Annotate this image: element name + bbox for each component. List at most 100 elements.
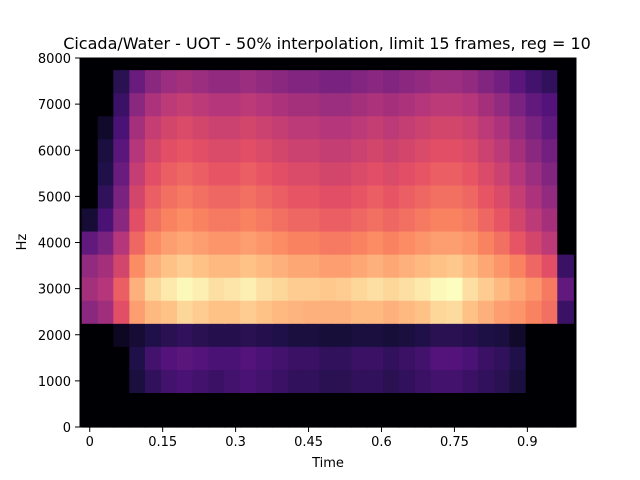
spectrogram-cell — [414, 254, 432, 278]
spectrogram-cell — [177, 300, 194, 324]
spectrogram-cell — [509, 184, 527, 209]
spectrogram-cell — [81, 415, 99, 428]
spectrogram-cell — [509, 161, 527, 186]
spectrogram-cell — [144, 115, 162, 140]
spectrogram-cell — [144, 58, 162, 71]
spectrogram-cell — [97, 323, 115, 347]
spectrogram-cell — [414, 138, 432, 163]
spectrogram-cell — [478, 230, 495, 255]
spectrogram-cell — [367, 346, 384, 370]
spectrogram-cell — [177, 69, 194, 94]
spectrogram-cell — [81, 161, 99, 186]
spectrogram-cell — [192, 58, 210, 71]
spectrogram-cell — [494, 415, 511, 428]
spectrogram-cell — [414, 369, 432, 394]
spectrogram-cell — [192, 369, 210, 394]
spectrogram-cell — [541, 161, 559, 186]
spectrogram-cell — [208, 254, 226, 278]
spectrogram-cell — [81, 369, 99, 394]
spectrogram-cell — [256, 323, 273, 347]
spectrogram-cell — [177, 92, 194, 117]
spectrogram-cell — [287, 392, 305, 417]
spectrogram-cell — [383, 277, 400, 301]
spectrogram-cell — [351, 207, 368, 232]
spectrogram-cell — [224, 184, 241, 209]
spectrogram-cell — [478, 323, 495, 347]
spectrogram-cell — [192, 184, 210, 209]
spectrogram-cell — [97, 161, 115, 186]
spectrogram-cell — [557, 115, 574, 140]
spectrogram-cell — [160, 300, 178, 324]
spectrogram-cell — [494, 369, 511, 394]
spectrogram-cell — [271, 92, 289, 117]
spectrogram-cell — [557, 69, 574, 94]
spectrogram-cell — [430, 300, 448, 324]
spectrogram-cell — [414, 207, 432, 232]
spectrogram-cell — [383, 184, 400, 209]
spectrogram-cell — [335, 207, 353, 232]
y-tick-label: 6000 — [38, 144, 71, 159]
spectrogram-cell — [383, 254, 400, 278]
spectrogram-cell — [446, 207, 464, 232]
spectrogram-cell — [335, 138, 353, 163]
spectrogram-cell — [224, 69, 241, 94]
spectrogram-cell — [414, 392, 432, 417]
spectrogram-cell — [525, 138, 543, 163]
spectrogram-cell — [144, 277, 162, 301]
spectrogram-cell — [224, 300, 241, 324]
spectrogram-cell — [398, 415, 416, 428]
spectrogram-cell — [494, 254, 511, 278]
spectrogram-cell — [256, 207, 273, 232]
spectrogram-cell — [557, 415, 574, 428]
spectrogram-cell — [192, 277, 210, 301]
spectrogram-cell — [192, 323, 210, 347]
spectrogram-cell — [208, 138, 226, 163]
spectrogram-cell — [367, 392, 384, 417]
spectrogram-cell — [446, 300, 464, 324]
x-tick-label: 0.3 — [225, 435, 246, 450]
spectrogram-cell — [541, 92, 559, 117]
spectrogram-cell — [398, 346, 416, 370]
spectrogram-cell — [335, 300, 353, 324]
spectrogram-cell — [192, 69, 210, 94]
spectrogram-cell — [97, 254, 115, 278]
spectrogram-cell — [557, 138, 574, 163]
spectrogram-cell — [240, 58, 257, 71]
spectrogram-cell — [383, 300, 400, 324]
spectrogram-cell — [160, 415, 178, 428]
spectrogram-cell — [462, 392, 480, 417]
spectrogram-cell — [541, 115, 559, 140]
spectrogram-cell — [287, 207, 305, 232]
spectrogram-cell — [160, 138, 178, 163]
spectrogram-cell — [208, 277, 226, 301]
spectrogram-cell — [494, 230, 511, 255]
spectrogram-cell — [430, 207, 448, 232]
spectrogram-cell — [478, 115, 495, 140]
spectrogram-cell — [351, 230, 368, 255]
y-tick-label: 2000 — [38, 329, 71, 344]
spectrogram-cell — [557, 184, 574, 209]
spectrogram-cell — [256, 69, 273, 94]
spectrogram-cell — [287, 277, 305, 301]
spectrogram-cell — [256, 161, 273, 186]
spectrogram-cell — [398, 277, 416, 301]
spectrogram-cell — [81, 230, 99, 255]
spectrogram-cell — [177, 323, 194, 347]
spectrogram-cell — [478, 277, 495, 301]
y-axis-label: Hz — [15, 234, 30, 251]
spectrogram-cell — [97, 369, 115, 394]
spectrogram-cell — [271, 115, 289, 140]
spectrogram-cell — [271, 184, 289, 209]
spectrogram-cell — [446, 92, 464, 117]
spectrogram-cell — [525, 184, 543, 209]
spectrogram-cell — [81, 323, 99, 347]
spectrogram-cell — [383, 415, 400, 428]
spectrogram-cell — [208, 369, 226, 394]
spectrogram-cell — [287, 346, 305, 370]
spectrogram-cell — [478, 300, 495, 324]
spectrogram-cell — [462, 207, 480, 232]
spectrogram-cell — [271, 346, 289, 370]
spectrogram-cell — [113, 369, 130, 394]
spectrogram-cell — [208, 230, 226, 255]
spectrogram-cell — [478, 254, 495, 278]
